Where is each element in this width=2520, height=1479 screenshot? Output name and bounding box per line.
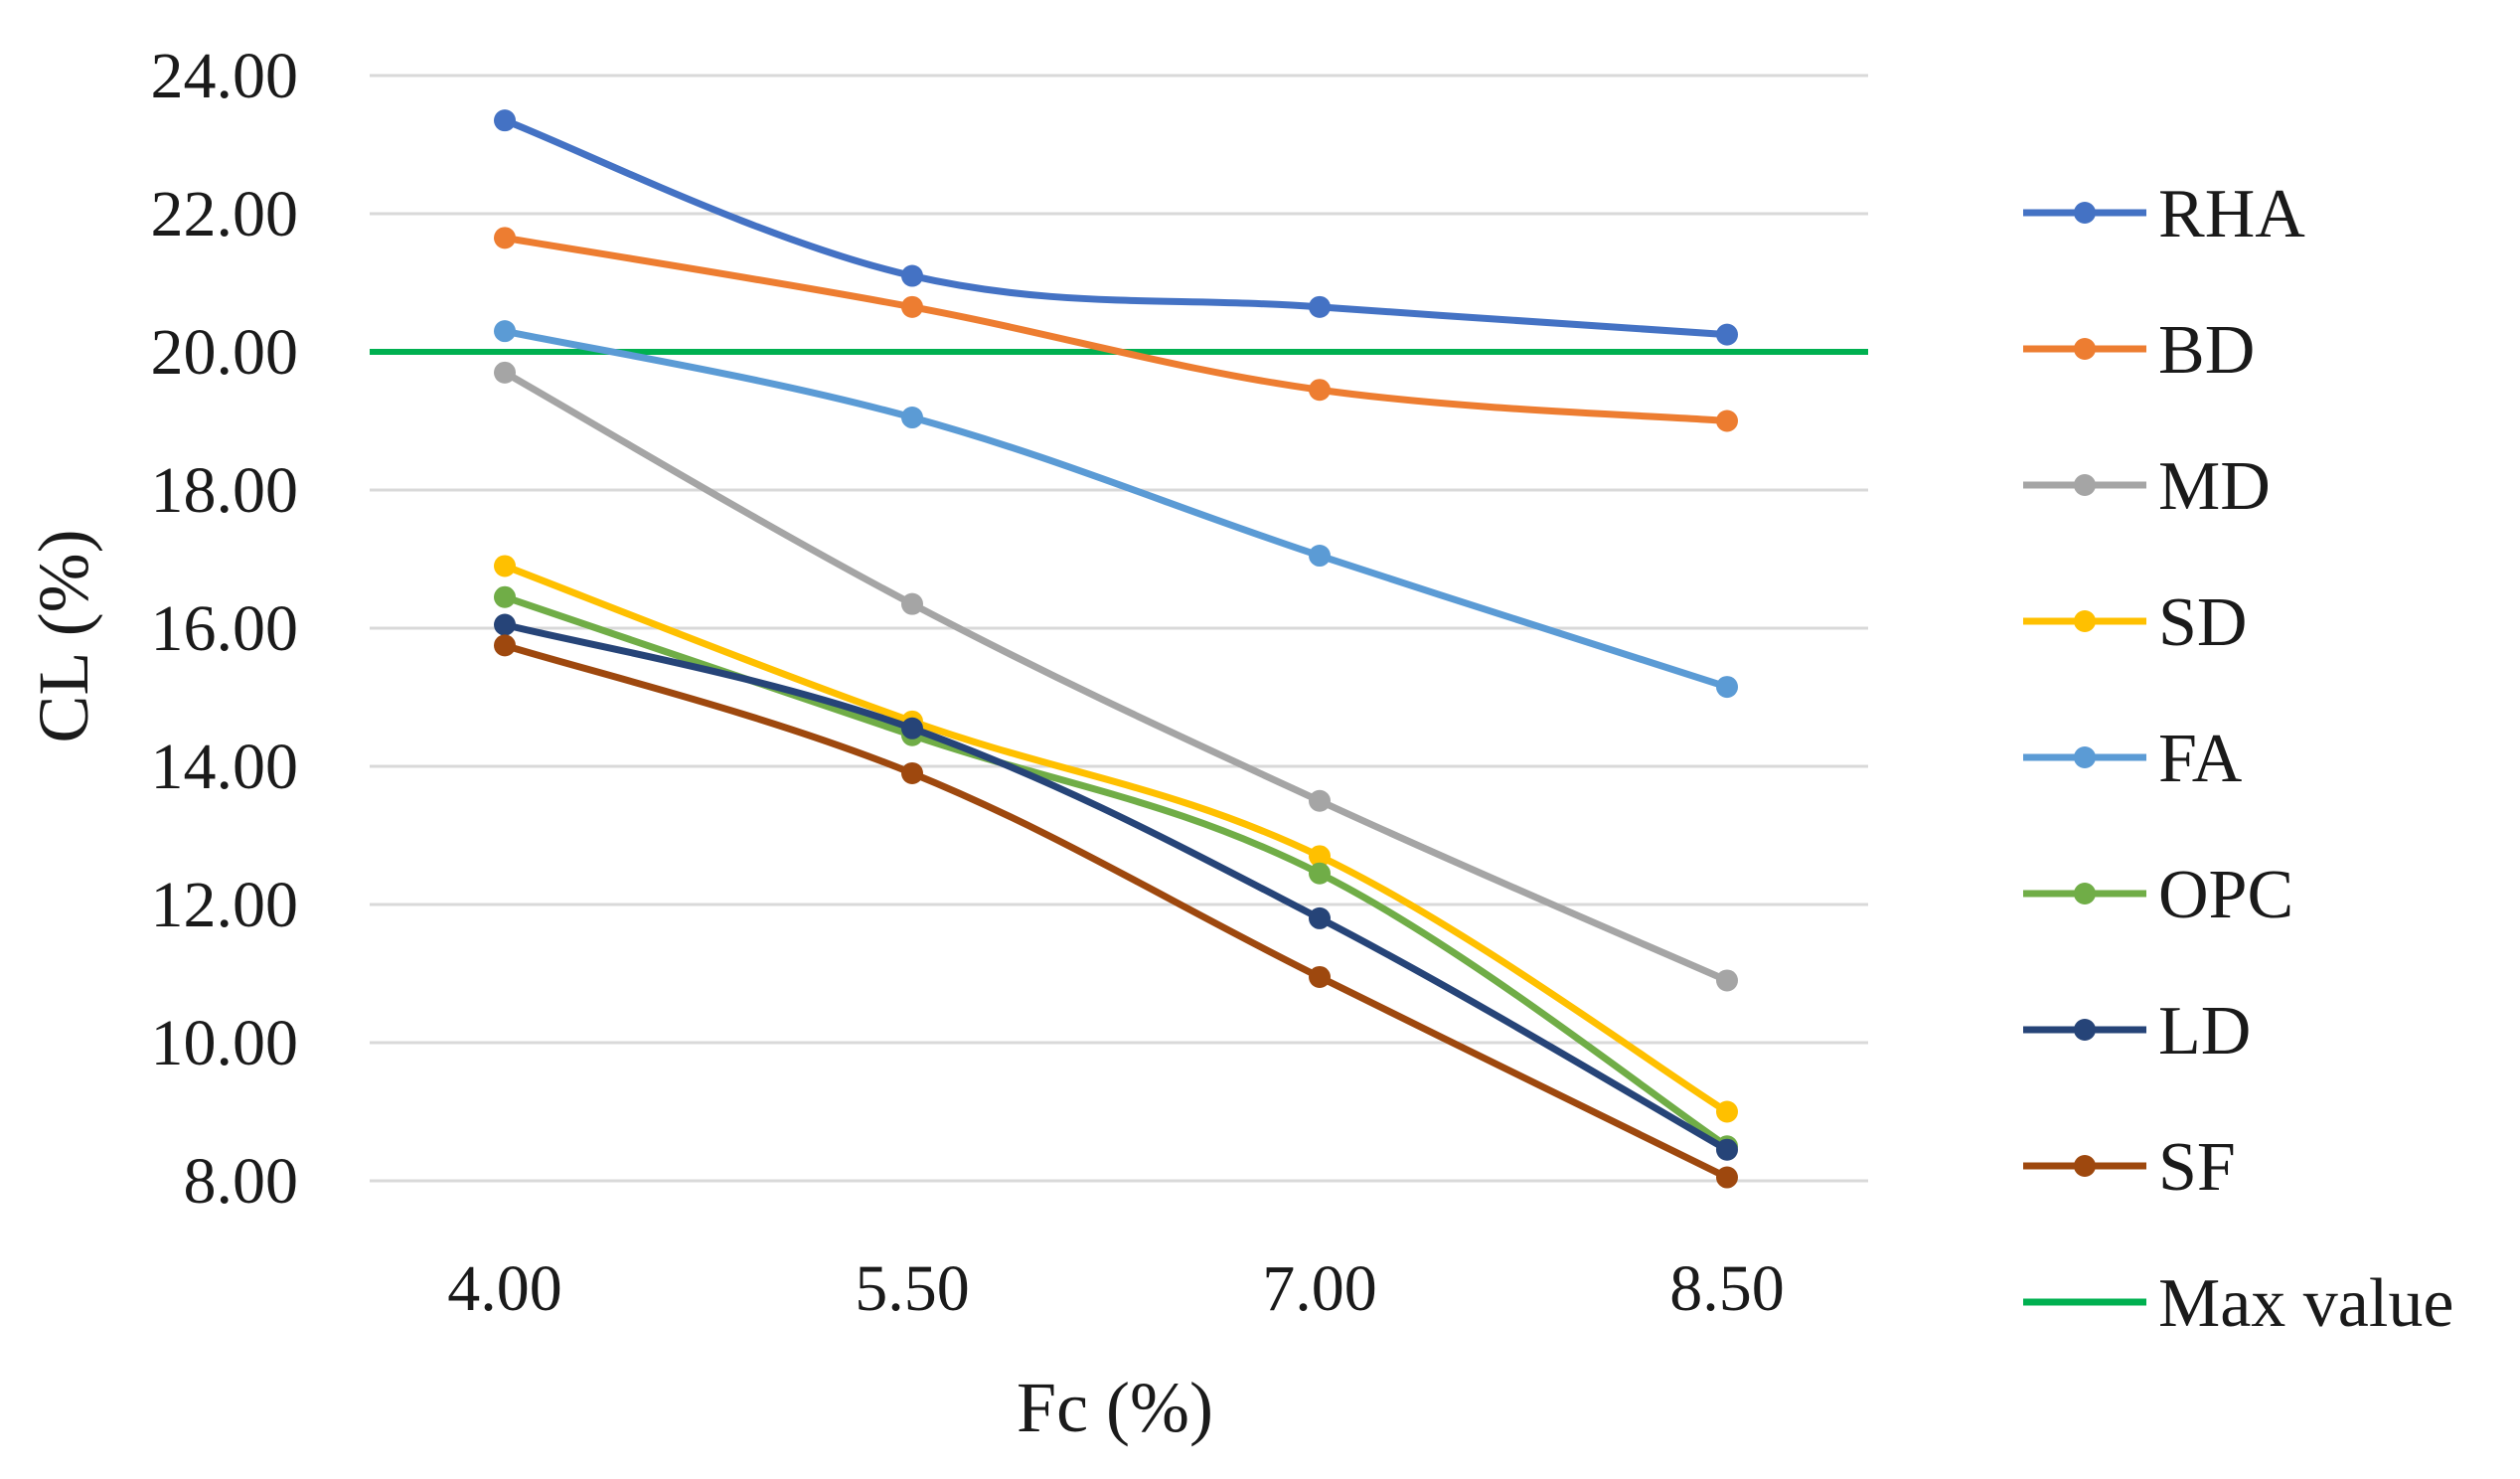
legend-marker-md	[2074, 474, 2096, 496]
legend-label-bd: BD	[2158, 312, 2255, 389]
legend-entry-opc: OPC	[2023, 857, 2293, 933]
y-tick-label: 20.00	[151, 316, 299, 389]
data-point-sf	[901, 761, 923, 784]
data-point-bd	[494, 227, 516, 249]
data-point-rha	[1309, 295, 1331, 318]
legend-label-rha: RHA	[2158, 176, 2305, 252]
series-line-sf	[501, 641, 1731, 1182]
legend-label-ld: LD	[2158, 993, 2251, 1069]
y-tick-label: 10.00	[151, 1007, 299, 1079]
legend-marker-fa	[2074, 746, 2096, 768]
x-tick-label: 8.50	[1669, 1252, 1785, 1325]
legend-label-fa: FA	[2158, 721, 2243, 797]
legend-entry-sd: SD	[2023, 584, 2247, 661]
data-point-opc	[494, 585, 516, 608]
legend-label-sf: SF	[2158, 1129, 2236, 1206]
legend-entry-fa: FA	[2023, 721, 2243, 797]
legend-marker-sd	[2074, 610, 2096, 632]
legend-entry-rha: RHA	[2023, 176, 2305, 252]
series-ld	[494, 613, 1738, 1161]
legend-entry-sf: SF	[2023, 1129, 2236, 1206]
x-tick-label: 5.50	[855, 1252, 970, 1325]
y-tick-label: 24.00	[151, 40, 299, 112]
data-point-sf	[1716, 1166, 1738, 1189]
series-line-opc	[501, 593, 1731, 1150]
data-point-ld	[1716, 1138, 1738, 1161]
x-tick-label: 7.00	[1262, 1252, 1377, 1325]
y-axis-title: CL (%)	[24, 529, 103, 742]
data-point-fa	[494, 320, 516, 343]
series-line-fa	[501, 327, 1731, 691]
data-point-ld	[1309, 906, 1331, 929]
legend-marker-opc	[2074, 883, 2096, 904]
x-tick-label: 4.00	[447, 1252, 562, 1325]
legend-marker-bd	[2074, 338, 2096, 360]
data-point-md	[1716, 969, 1738, 992]
series-bd	[494, 227, 1738, 432]
data-point-ld	[901, 717, 923, 740]
data-point-opc	[1309, 862, 1331, 885]
data-point-sf	[494, 634, 516, 657]
legend-marker-rha	[2074, 202, 2096, 224]
series-sf	[494, 634, 1738, 1189]
legend: RHA BD MD SD FA OPC LD SF Max value	[2023, 176, 2453, 1342]
data-point-fa	[1716, 676, 1738, 699]
data-point-sf	[1309, 965, 1331, 988]
series-rha	[494, 109, 1738, 346]
data-point-rha	[901, 264, 923, 287]
legend-marker-sf	[2074, 1155, 2096, 1177]
data-point-bd	[1716, 410, 1738, 432]
legend-label-opc: OPC	[2158, 857, 2293, 933]
legend-marker-ld	[2074, 1019, 2096, 1041]
series-line-rha	[501, 116, 1731, 339]
data-point-rha	[494, 109, 516, 132]
y-tick-label: 18.00	[151, 454, 299, 527]
legend-entry-ld: LD	[2023, 993, 2251, 1069]
data-series	[494, 109, 1738, 1189]
series-fa	[494, 320, 1738, 699]
data-point-sd	[1716, 1100, 1738, 1123]
data-point-md	[901, 592, 923, 615]
data-point-bd	[901, 295, 923, 318]
y-tick-label: 14.00	[151, 731, 299, 803]
legend-label-max-value: Max value	[2158, 1265, 2453, 1342]
series-sd	[494, 555, 1738, 1123]
data-point-sd	[494, 555, 516, 577]
series-line-md	[501, 369, 1731, 984]
series-line-bd	[501, 234, 1731, 424]
y-tick-label: 16.00	[151, 592, 299, 665]
data-point-rha	[1716, 323, 1738, 346]
y-tick-label: 8.00	[184, 1145, 299, 1218]
data-point-md	[494, 361, 516, 384]
legend-entry-bd: BD	[2023, 312, 2255, 389]
data-point-sd	[1309, 845, 1331, 868]
legend-label-md: MD	[2158, 448, 2271, 525]
data-point-md	[1309, 789, 1331, 812]
series-line-ld	[501, 621, 1731, 1154]
y-tick-label: 12.00	[151, 869, 299, 941]
legend-entry-max-value: Max value	[2023, 1265, 2453, 1342]
x-axis-title: Fc (%)	[1017, 1368, 1213, 1447]
data-point-fa	[901, 407, 923, 429]
data-point-ld	[494, 613, 516, 636]
x-axis-tick-labels: 4.00 5.50 7.00 8.50	[447, 1252, 1785, 1325]
y-axis-tick-labels: 8.00 10.00 12.00 14.00 16.00 18.00 20.00 22.00 2…	[151, 40, 299, 1218]
series-md	[494, 361, 1738, 992]
legend-label-sd: SD	[2158, 584, 2247, 661]
y-tick-label: 22.00	[151, 178, 299, 250]
series-line-sd	[501, 562, 1731, 1115]
data-point-fa	[1309, 545, 1331, 568]
data-point-bd	[1309, 379, 1331, 402]
legend-entry-md: MD	[2023, 448, 2271, 525]
